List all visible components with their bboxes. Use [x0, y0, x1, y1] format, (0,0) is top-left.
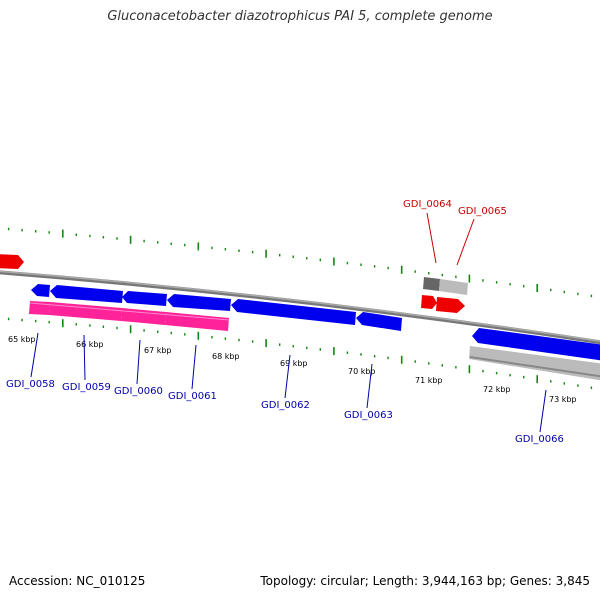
- forward-gene-gdi-0064: [421, 295, 437, 309]
- gene-label-gdi-0058: GDI_0058: [6, 379, 55, 390]
- reverse-gene-gdi-0062: [231, 299, 356, 325]
- reverse-gene-gdi-0060: [122, 291, 167, 306]
- kbp-label-69: 69 kbp: [280, 359, 308, 368]
- reverse-label-leaders: [30, 332, 547, 433]
- reverse-gene-gdi-0066: [472, 328, 600, 361]
- kbp-label-67: 67 kbp: [144, 346, 172, 355]
- kbp-label-71: 71 kbp: [415, 376, 443, 385]
- kbp-label-65: 65 kbp: [8, 335, 36, 344]
- outer-tick-track: [7, 227, 593, 298]
- gene-label-gdi-0065: GDI_0065: [458, 206, 507, 217]
- kbp-label-68: 68 kbp: [212, 352, 240, 361]
- kbp-label-72: 72 kbp: [483, 385, 511, 394]
- magenta-feature-3: [121, 308, 166, 325]
- reverse-gene-gdi-0059: [50, 285, 123, 303]
- gene-label-gdi-0062: GDI_0062: [261, 400, 310, 411]
- map-title: Gluconacetobacter diazotrophicus PAI 5, …: [107, 9, 493, 24]
- gene-label-gdi-0066: GDI_0066: [515, 434, 564, 445]
- genome-summary-text: Topology: circular; Length: 3,944,163 bp…: [260, 574, 590, 588]
- genome-backbone: [0, 270, 600, 345]
- forward-gene-gdi-0065: [436, 297, 465, 313]
- reverse-gene-gdi-0058: [31, 284, 50, 297]
- kbp-label-70: 70 kbp: [348, 367, 376, 376]
- reverse-gene-gdi-0061: [167, 294, 231, 311]
- inner-tick-track: [7, 317, 593, 389]
- kbp-label-73: 73 kbp: [549, 395, 577, 404]
- grey-feature: [439, 279, 468, 295]
- gene-label-gdi-0063: GDI_0063: [344, 410, 393, 421]
- forward-label-leaders: [426, 212, 475, 266]
- accession-text: Accession: NC_010125: [9, 574, 146, 588]
- reverse-gene-gdi-0063: [356, 312, 402, 331]
- gene-label-gdi-0064: GDI_0064: [403, 199, 452, 210]
- gene-label-gdi-0060: GDI_0060: [114, 386, 163, 397]
- magenta-feature-2: [49, 302, 122, 321]
- forward-gene-left: [0, 254, 24, 269]
- gene-label-gdi-0059: GDI_0059: [62, 382, 111, 393]
- gene-label-gdi-0061: GDI_0061: [168, 391, 217, 402]
- dark-grey-feature: [423, 277, 440, 291]
- magenta-feature-4: [165, 312, 229, 331]
- kbp-label-66: 66 kbp: [76, 340, 104, 349]
